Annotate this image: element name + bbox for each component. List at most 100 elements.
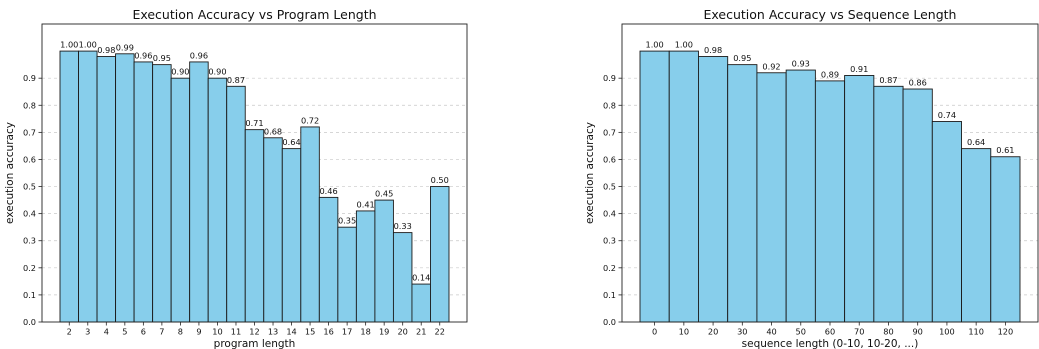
data-label: 0.90 (171, 67, 189, 77)
bar (170, 77, 191, 323)
x-tick-label: 19 (379, 327, 389, 337)
x-tick-label: 17 (342, 327, 352, 337)
bar (727, 64, 758, 323)
x-tick-label: 70 (854, 327, 864, 337)
data-label: 0.95 (733, 53, 751, 63)
y-tick-label: 0.9 (23, 73, 36, 83)
data-label: 0.91 (850, 64, 868, 74)
x-tick-label: 6 (141, 327, 146, 337)
data-label: 0.95 (153, 53, 171, 63)
data-label: 0.68 (264, 126, 282, 136)
x-tick-label: 20 (397, 327, 407, 337)
bar (873, 85, 904, 323)
bar (961, 148, 992, 323)
data-label: 1.00 (645, 40, 663, 50)
y-tick-label: 0.8 (23, 100, 36, 110)
bar (300, 126, 320, 323)
bar (189, 61, 209, 323)
chart-sequence-length: 1.00 1.000.980.950.92 0.930.890.910.87 0.86… (584, 7, 1039, 349)
y-tick-label: 0.1 (603, 290, 616, 300)
x-tick-label: 110 (968, 327, 984, 337)
x-tick-label: 0 (652, 327, 657, 337)
y-tick-label: 0.4 (23, 209, 36, 219)
bar (756, 72, 787, 323)
data-label: 0.33 (394, 221, 412, 231)
y-tick-label: 0.6 (23, 154, 36, 164)
x-tick-label: 10 (679, 327, 689, 337)
data-label: 1.00 (675, 40, 693, 50)
bar (59, 50, 79, 323)
bar (814, 80, 846, 323)
bar (931, 121, 962, 323)
x-tick-label: 21 (416, 327, 426, 337)
data-label: 0.61 (996, 145, 1014, 155)
data-label: 0.35 (338, 216, 356, 226)
bar (668, 50, 699, 323)
chart-program-length: 1.00 1.000.98 0.990.96 0.950.900.960.900.87… (4, 7, 468, 349)
bar (374, 199, 394, 323)
bar (226, 85, 246, 323)
chart-title: Execution Accuracy vs Sequence Length (704, 7, 957, 22)
y-tick-label: 0.3 (603, 236, 616, 246)
bar (430, 186, 450, 323)
x-tick-label: 2 (67, 327, 72, 337)
data-label: 0.72 (301, 115, 319, 125)
x-tick-label: 30 (737, 327, 747, 337)
x-tick-label: 4 (104, 327, 109, 337)
x-tick-label: 9 (196, 327, 201, 337)
y-tick-label: 0.8 (603, 100, 616, 110)
bar (392, 232, 413, 323)
bar (152, 64, 172, 323)
y-tick-label: 0.5 (23, 182, 36, 192)
x-tick-label: 22 (435, 327, 445, 337)
bar (207, 77, 228, 323)
bar (411, 283, 431, 323)
y-axis-label: execution accuracy (4, 122, 16, 224)
data-label: 0.86 (909, 78, 927, 88)
data-label: 0.99 (116, 42, 134, 52)
x-tick-label: 120 (998, 327, 1014, 337)
x-tick-label: 40 (766, 327, 776, 337)
x-tick-label: 7 (159, 327, 164, 337)
x-axis-label: sequence length (0-10, 10-20, ...) (742, 338, 919, 349)
data-label: 0.64 (967, 137, 985, 147)
bar (698, 56, 729, 323)
data-label: 0.64 (282, 137, 300, 147)
y-tick-label: 0.9 (603, 73, 616, 83)
data-label: 0.98 (704, 45, 722, 55)
data-label: 0.93 (792, 59, 810, 69)
y-axis-label: execution accuracy (584, 122, 596, 224)
bar (78, 50, 98, 323)
bar (115, 53, 135, 323)
x-tick-label: 60 (825, 327, 835, 337)
data-label: 0.74 (938, 110, 956, 120)
bar (133, 61, 154, 323)
x-tick-label: 11 (231, 327, 241, 337)
y-tick-label: 0.4 (603, 209, 616, 219)
data-label: 0.41 (357, 199, 375, 209)
bar (244, 129, 265, 323)
bar (844, 75, 875, 323)
data-label: 0.90 (208, 67, 226, 77)
x-tick-label: 10 (212, 327, 222, 337)
y-tick-label: 0.2 (23, 263, 36, 273)
y-tick-label: 0.7 (23, 127, 36, 137)
y-tick-label: 0.2 (603, 263, 616, 273)
bar (337, 226, 357, 323)
chart-title: Execution Accuracy vs Program Length (132, 7, 376, 22)
x-tick-label: 5 (122, 327, 127, 337)
y-tick-label: 0.0 (23, 317, 36, 327)
y-tick-label: 0.7 (603, 127, 616, 137)
bar (639, 50, 670, 323)
x-tick-label: 13 (268, 327, 278, 337)
x-tick-label: 80 (883, 327, 893, 337)
data-label: 0.14 (412, 273, 430, 283)
x-tick-label: 18 (360, 327, 370, 337)
y-tick-label: 0.1 (23, 290, 36, 300)
x-axis-label: program length (214, 338, 296, 349)
data-label: 0.45 (375, 189, 393, 199)
data-label: 0.71 (245, 118, 263, 128)
bar (785, 69, 816, 323)
data-label: 0.96 (190, 50, 208, 60)
